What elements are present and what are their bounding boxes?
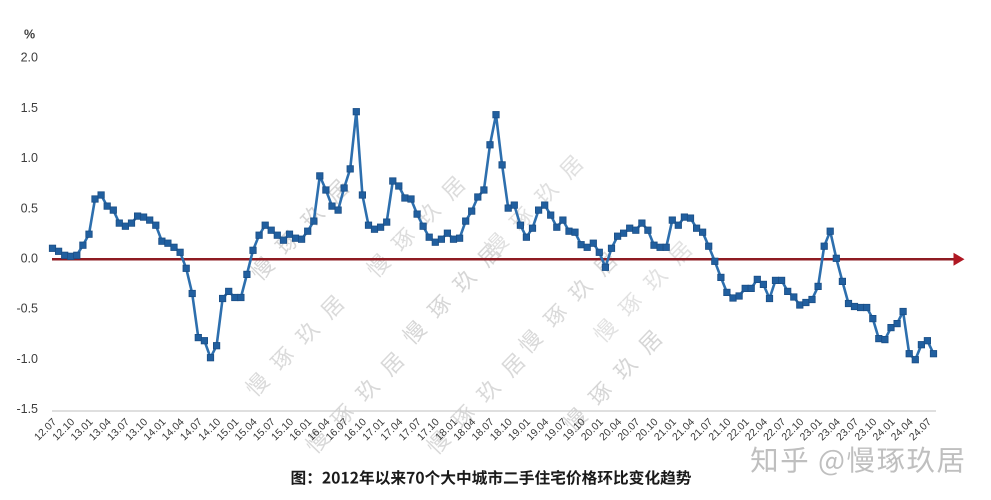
svg-text:1.0: 1.0 xyxy=(21,151,38,165)
svg-text:-0.5: -0.5 xyxy=(16,302,38,316)
svg-text:0.5: 0.5 xyxy=(21,201,38,215)
svg-text:2.0: 2.0 xyxy=(21,51,38,65)
svg-text:0.0: 0.0 xyxy=(21,252,38,266)
svg-text:-1.0: -1.0 xyxy=(16,352,38,366)
svg-text:1.5: 1.5 xyxy=(21,101,38,115)
svg-text:-1.5: -1.5 xyxy=(16,402,38,416)
svg-text:%: % xyxy=(24,28,35,42)
